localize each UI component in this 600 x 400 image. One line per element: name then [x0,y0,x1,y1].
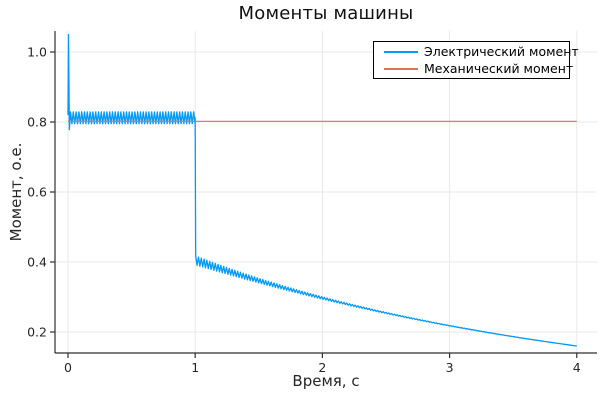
chart-title: Моменты машины [238,3,414,24]
legend-entry-mechanical: Механический момент [374,61,573,76]
electric-line-sample [384,50,418,53]
x-tick-label-0: 0 [64,360,72,375]
legend-label-electric: Электрический момент [424,44,579,59]
y-axis-label: Момент, о.е. [7,142,25,242]
x-axis-label: Время, с [292,372,360,390]
electric-moment-curve [67,33,577,347]
x-tick-label-3: 3 [446,360,454,375]
legend-label-mechanical: Механический момент [424,61,574,76]
y-tick-label-0.4: 0.4 [27,255,47,270]
legend-entry-electric: Электрический момент [374,44,579,59]
y-tick-label-0.2: 0.2 [27,325,47,340]
legend: Электрический момент Механический момент [373,41,579,79]
y-tick-label-1.0: 1.0 [27,45,47,60]
x-tick-label-2: 2 [318,360,326,375]
y-tick-label-0.8: 0.8 [27,115,47,130]
mechanical-line-sample [384,67,418,70]
x-tick-label-1: 1 [191,360,199,375]
y-tick-label-0.6: 0.6 [27,185,47,200]
x-tick-label-4: 4 [573,360,581,375]
